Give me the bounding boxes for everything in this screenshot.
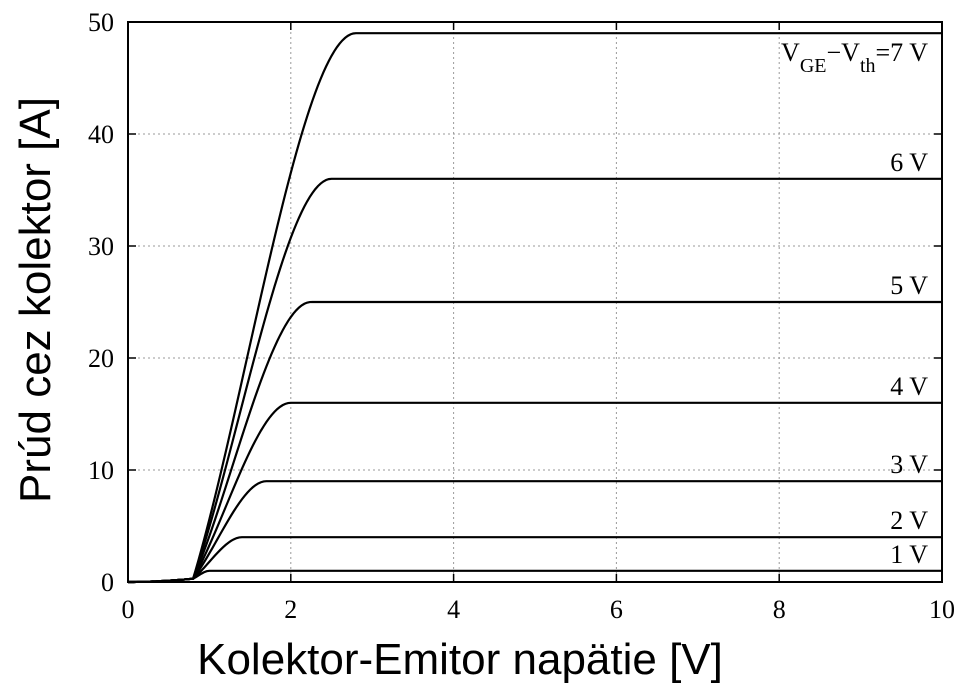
curve-label: 6 V xyxy=(890,148,928,177)
curve-label: VGE−Vth=7 V xyxy=(781,38,928,77)
plot-frame xyxy=(127,21,943,583)
y-axis-label: Prúd cez kolektor [A] xyxy=(11,97,60,503)
y-tick-label: 10 xyxy=(88,456,114,485)
tick-layer: 0 2 4 6 8 10 0 10 20 30 40 50 xyxy=(88,8,955,624)
x-tick-label: 6 xyxy=(610,595,623,624)
x-tick-label: 4 xyxy=(447,595,460,624)
y-tick-label: 0 xyxy=(101,568,114,597)
x-tick-label: 8 xyxy=(773,595,786,624)
curve-5v xyxy=(127,300,942,584)
curve-6v xyxy=(127,177,942,584)
curve-2v xyxy=(127,536,942,584)
curve-label: 5 V xyxy=(890,271,928,300)
label-layer: 1 V 2 V 3 V 4 V 5 V 6 V VGE−Vth=7 V xyxy=(781,38,928,569)
curve-label: 2 V xyxy=(890,506,928,535)
curve-4v xyxy=(127,401,942,584)
curve-3v xyxy=(127,480,942,584)
curve-label: 3 V xyxy=(890,450,928,479)
x-tick-label: 0 xyxy=(122,595,135,624)
x-axis-label: Kolektor-Emitor napätie [V] xyxy=(197,635,723,684)
x-tick-label: 2 xyxy=(284,595,297,624)
curve-1v xyxy=(127,569,942,584)
curve-label: 4 V xyxy=(890,372,928,401)
y-tick-label: 50 xyxy=(88,8,114,37)
y-tick-label: 20 xyxy=(88,344,114,373)
x-tick-label: 10 xyxy=(929,595,955,624)
y-tick-label: 30 xyxy=(88,232,114,261)
curve-layer xyxy=(127,32,942,584)
y-tick-label: 40 xyxy=(88,120,114,149)
curve-label: 1 V xyxy=(890,540,928,569)
curve-7v xyxy=(127,32,942,584)
